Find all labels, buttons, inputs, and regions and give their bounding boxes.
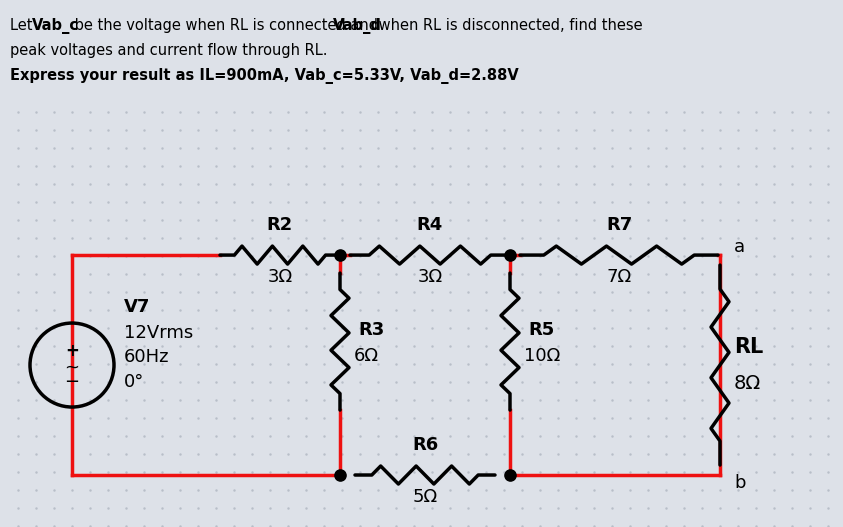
Point (503, 471, 517, 479)
Text: −: − (64, 373, 79, 391)
Text: 7Ω: 7Ω (606, 268, 631, 286)
Text: when RL is disconnected, find these: when RL is disconnected, find these (374, 18, 642, 33)
Text: R6: R6 (412, 436, 438, 454)
Text: 12Vrms: 12Vrms (124, 324, 193, 342)
Text: V7: V7 (124, 298, 150, 316)
Text: R3: R3 (358, 320, 384, 338)
Text: 6Ω: 6Ω (354, 347, 379, 365)
Text: RL: RL (734, 337, 763, 357)
Text: ~: ~ (65, 358, 79, 376)
Text: Vab_c: Vab_c (32, 18, 79, 34)
Text: R2: R2 (267, 216, 293, 234)
Text: +: + (65, 342, 79, 360)
Point (333, 251, 346, 259)
Text: Express your result as IL=900mA, Vab_c=5.33V, Vab_d=2.88V: Express your result as IL=900mA, Vab_c=5… (10, 68, 518, 84)
Text: be the voltage when RL is connected and: be the voltage when RL is connected and (70, 18, 383, 33)
Text: a: a (734, 238, 745, 256)
Text: 10Ω: 10Ω (524, 347, 561, 365)
Text: 60Hz: 60Hz (124, 348, 169, 366)
Text: R5: R5 (528, 320, 554, 338)
Text: Vab_d: Vab_d (333, 18, 382, 34)
Point (333, 471, 346, 479)
Text: peak voltages and current flow through RL.: peak voltages and current flow through R… (10, 43, 327, 58)
Text: 3Ω: 3Ω (417, 268, 443, 286)
Text: 3Ω: 3Ω (267, 268, 293, 286)
Text: 0°: 0° (124, 373, 144, 391)
Text: 5Ω: 5Ω (412, 488, 438, 506)
Text: R4: R4 (417, 216, 443, 234)
Text: Let: Let (10, 18, 37, 33)
Text: b: b (734, 474, 745, 492)
Point (503, 251, 517, 259)
Text: R7: R7 (606, 216, 632, 234)
Text: 8Ω: 8Ω (734, 374, 761, 393)
